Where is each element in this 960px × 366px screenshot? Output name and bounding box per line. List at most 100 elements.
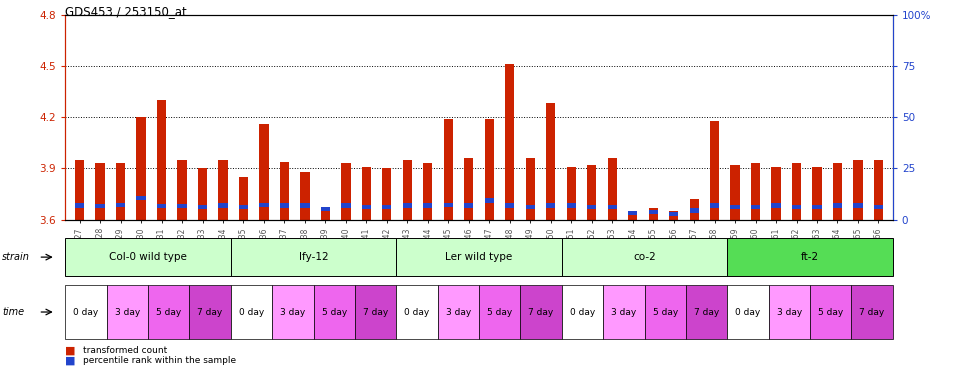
Bar <box>136 196 146 200</box>
Text: 5 day: 5 day <box>156 307 181 317</box>
Bar <box>853 160 863 220</box>
Bar <box>156 100 166 220</box>
Bar <box>259 124 269 220</box>
Bar <box>485 119 493 220</box>
Bar <box>116 202 125 207</box>
Bar <box>321 211 330 220</box>
Bar <box>772 203 780 208</box>
Bar <box>566 167 576 220</box>
Bar <box>342 163 350 220</box>
Bar <box>300 203 309 208</box>
Bar <box>628 213 637 220</box>
Text: ■: ■ <box>65 355 76 366</box>
Bar <box>403 203 412 208</box>
Bar <box>526 205 535 209</box>
Text: strain: strain <box>2 252 30 262</box>
Bar <box>505 64 515 220</box>
Text: 3 day: 3 day <box>445 307 471 317</box>
Bar <box>710 203 719 208</box>
Text: Col-0 wild type: Col-0 wild type <box>109 252 187 262</box>
Bar <box>669 211 678 220</box>
Bar <box>649 208 658 220</box>
Text: 5 day: 5 day <box>818 307 844 317</box>
Bar <box>689 199 699 220</box>
Text: ■: ■ <box>65 346 76 356</box>
Bar <box>812 205 822 209</box>
Bar <box>116 163 125 220</box>
Text: time: time <box>2 307 24 317</box>
Bar <box>505 203 515 208</box>
Bar <box>198 168 207 220</box>
Bar <box>382 168 392 220</box>
Bar <box>178 204 186 209</box>
Bar <box>566 203 576 208</box>
Text: 3 day: 3 day <box>777 307 802 317</box>
Bar <box>792 163 802 220</box>
Bar <box>465 158 473 220</box>
Bar <box>362 167 371 220</box>
Text: 5 day: 5 day <box>487 307 513 317</box>
Bar <box>218 203 228 208</box>
Bar <box>588 165 596 220</box>
Bar <box>546 203 555 208</box>
Bar <box>444 202 453 207</box>
Bar <box>833 163 842 220</box>
Bar <box>156 204 166 209</box>
Bar <box>423 203 432 208</box>
Bar <box>751 163 760 220</box>
Bar <box>465 203 473 208</box>
Bar <box>342 203 350 208</box>
Text: 0 day: 0 day <box>239 307 264 317</box>
Text: 7 day: 7 day <box>198 307 223 317</box>
Text: ft-2: ft-2 <box>801 252 819 262</box>
Bar <box>218 160 228 220</box>
Bar <box>239 177 248 220</box>
Bar <box>259 202 269 207</box>
Bar <box>95 204 105 209</box>
Text: 3 day: 3 day <box>114 307 140 317</box>
Bar <box>731 165 740 220</box>
Bar <box>751 205 760 209</box>
Bar <box>280 161 289 220</box>
Bar <box>608 205 616 209</box>
Text: 3 day: 3 day <box>612 307 636 317</box>
Bar <box>198 205 207 209</box>
Text: 7 day: 7 day <box>859 307 885 317</box>
Bar <box>772 167 780 220</box>
Bar <box>136 117 146 220</box>
Bar <box>485 198 493 202</box>
Bar <box>526 158 535 220</box>
Bar <box>669 212 678 216</box>
Text: 0 day: 0 day <box>735 307 760 317</box>
Bar <box>628 211 637 215</box>
Bar <box>178 160 186 220</box>
Bar <box>812 167 822 220</box>
Bar <box>874 205 883 209</box>
Text: 7 day: 7 day <box>528 307 554 317</box>
Text: transformed count: transformed count <box>83 346 167 355</box>
Bar <box>95 163 105 220</box>
Text: percentile rank within the sample: percentile rank within the sample <box>83 356 236 365</box>
Text: 7 day: 7 day <box>363 307 388 317</box>
Text: 7 day: 7 day <box>694 307 719 317</box>
Bar <box>853 203 863 208</box>
Bar <box>75 160 84 220</box>
Text: 5 day: 5 day <box>653 307 678 317</box>
Bar <box>649 210 658 214</box>
Bar <box>588 205 596 209</box>
Bar <box>731 205 740 209</box>
Bar <box>608 158 616 220</box>
Text: 0 day: 0 day <box>570 307 595 317</box>
Bar <box>280 203 289 208</box>
Bar <box>710 120 719 220</box>
Bar <box>403 160 412 220</box>
Bar <box>792 205 802 209</box>
Text: 0 day: 0 day <box>73 307 99 317</box>
Text: lfy-12: lfy-12 <box>299 252 328 262</box>
Bar <box>546 104 555 220</box>
Text: GDS453 / 253150_at: GDS453 / 253150_at <box>65 5 187 19</box>
Bar <box>300 172 309 220</box>
Bar <box>689 209 699 213</box>
Bar <box>75 203 84 208</box>
Bar <box>423 163 432 220</box>
